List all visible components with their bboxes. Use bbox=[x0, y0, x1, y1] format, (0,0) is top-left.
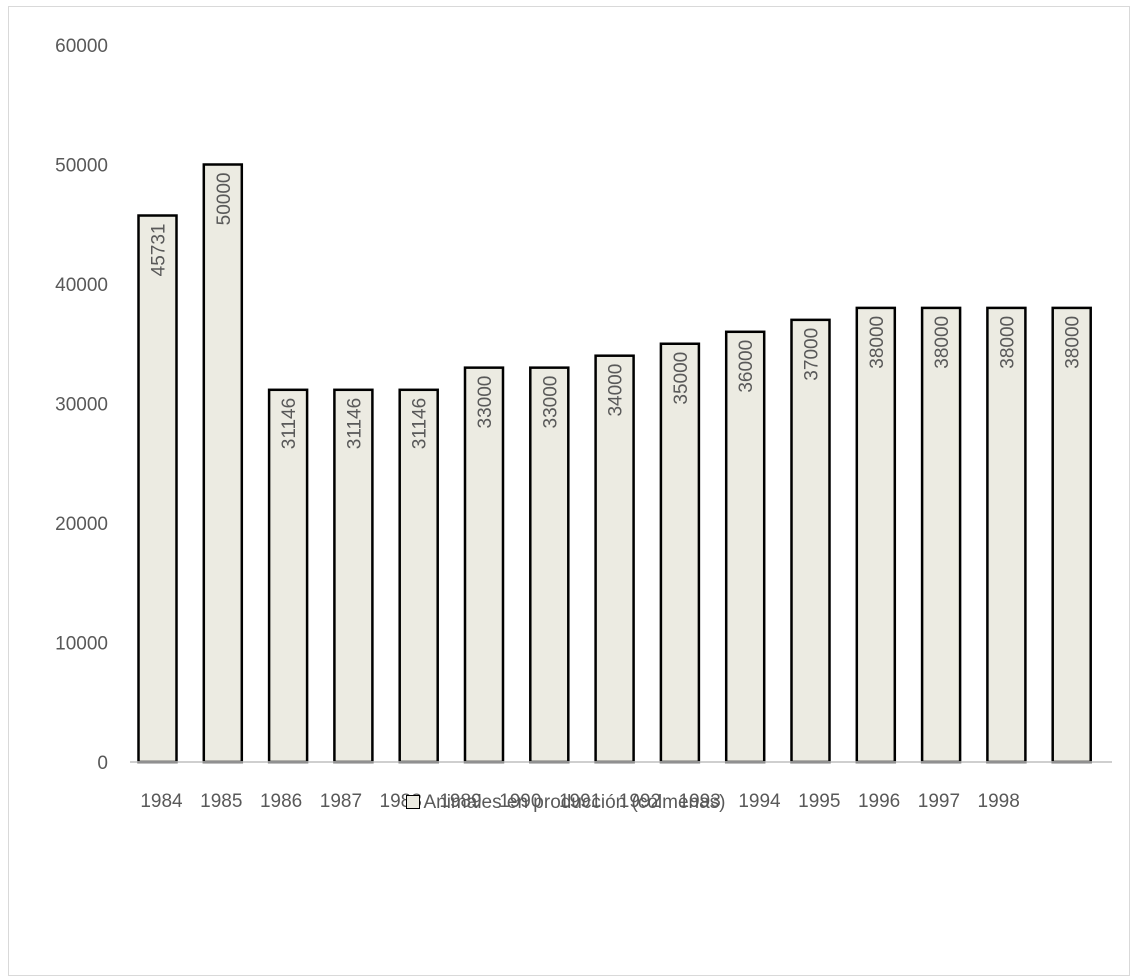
data-label: 38000 bbox=[932, 316, 953, 369]
x-tick-label: 1986 bbox=[260, 791, 302, 812]
bar bbox=[1051, 306, 1092, 764]
bar bbox=[398, 388, 439, 764]
bar bbox=[986, 306, 1027, 764]
bar bbox=[790, 318, 831, 764]
bar bbox=[920, 306, 962, 764]
x-tick-label: 1992 bbox=[619, 791, 661, 812]
y-tick-label: 0 bbox=[97, 753, 108, 774]
data-label: 38000 bbox=[1063, 316, 1084, 369]
x-tick-label: 1987 bbox=[320, 791, 362, 812]
bar bbox=[724, 330, 766, 764]
data-label: 31146 bbox=[344, 398, 365, 449]
data-label: 34000 bbox=[606, 364, 627, 417]
data-label: 33000 bbox=[540, 376, 561, 429]
legend: Animales en producción (colmenas) bbox=[0, 792, 1132, 814]
x-tick-label: 1990 bbox=[499, 791, 541, 812]
data-label: 37000 bbox=[802, 328, 823, 381]
data-label: 45731 bbox=[149, 224, 170, 277]
x-tick-label: 1997 bbox=[918, 791, 960, 812]
x-tick-label: 1995 bbox=[798, 791, 840, 812]
bar bbox=[202, 163, 244, 764]
x-tick-label: 1984 bbox=[140, 791, 183, 812]
x-tick-label: 1989 bbox=[439, 791, 481, 812]
y-tick-label: 60000 bbox=[55, 36, 108, 57]
data-label: 31146 bbox=[410, 398, 431, 449]
x-tick-label: 1991 bbox=[559, 791, 601, 812]
bar bbox=[855, 306, 897, 764]
y-tick-label: 20000 bbox=[55, 514, 108, 535]
data-label: 38000 bbox=[867, 316, 888, 369]
data-label: 38000 bbox=[997, 316, 1018, 369]
x-tick-label: 1998 bbox=[978, 791, 1020, 812]
bar bbox=[659, 342, 701, 764]
bar bbox=[529, 366, 570, 764]
data-label: 33000 bbox=[475, 376, 496, 429]
y-axis-ticks: 0 10000 20000 30000 40000 50000 60000 bbox=[55, 36, 108, 774]
data-label: 50000 bbox=[214, 172, 235, 225]
data-label: 36000 bbox=[736, 340, 757, 393]
y-tick-label: 10000 bbox=[55, 634, 108, 655]
y-tick-label: 50000 bbox=[55, 156, 108, 177]
data-label: 31146 bbox=[279, 398, 300, 449]
legend-label: Animales en producción (colmenas) bbox=[423, 792, 726, 813]
x-tick-label: 1994 bbox=[738, 791, 781, 812]
x-tick-label: 1996 bbox=[858, 791, 900, 812]
bars: 45731 50000 31146 31146 31146 33000 33000 34000… bbox=[137, 163, 1092, 764]
x-tick-label: 1985 bbox=[200, 791, 242, 812]
bar bbox=[137, 214, 178, 764]
y-tick-label: 30000 bbox=[55, 395, 108, 416]
y-tick-label: 40000 bbox=[55, 275, 108, 296]
legend-swatch bbox=[406, 795, 421, 809]
x-tick-label: 1993 bbox=[679, 791, 721, 812]
data-label: 35000 bbox=[671, 352, 692, 405]
